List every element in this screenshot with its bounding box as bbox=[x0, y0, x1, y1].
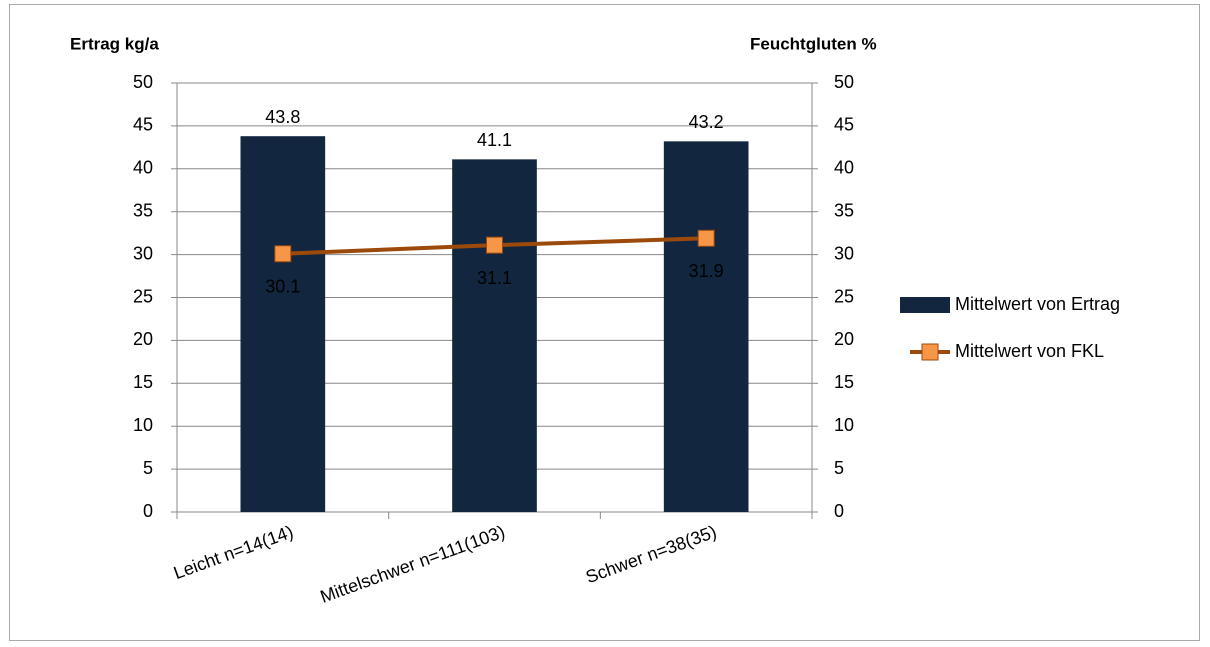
y-tick-label: 10 bbox=[133, 415, 153, 435]
bar-value-label: 43.2 bbox=[689, 112, 724, 132]
y2-tick-label: 25 bbox=[834, 286, 854, 306]
line-marker bbox=[697, 229, 715, 247]
y-tick-label: 0 bbox=[143, 501, 153, 521]
y-tick-label: 30 bbox=[133, 243, 153, 263]
y2-tick-label: 10 bbox=[834, 415, 854, 435]
legend-label: Mittelwert von Ertrag bbox=[955, 294, 1120, 314]
y2-tick-label: 45 bbox=[834, 115, 854, 135]
y-tick-label: 25 bbox=[133, 286, 153, 306]
bar-value-label: 41.1 bbox=[477, 130, 512, 150]
bar-value-label: 43.8 bbox=[265, 107, 300, 127]
line-value-label: 31.1 bbox=[477, 268, 512, 288]
line-marker bbox=[486, 236, 503, 254]
y2-tick-label: 50 bbox=[834, 72, 854, 92]
bar bbox=[663, 141, 749, 512]
bar bbox=[240, 136, 326, 513]
line-marker bbox=[274, 245, 292, 263]
y2-tick-label: 30 bbox=[834, 243, 854, 263]
legend-label: Mittelwert von FKL bbox=[955, 341, 1104, 361]
y-tick-label: 15 bbox=[133, 372, 153, 392]
y-axis-title: Ertrag kg/a bbox=[70, 34, 159, 53]
legend-swatch bbox=[900, 297, 950, 313]
y2-tick-label: 35 bbox=[834, 200, 854, 220]
y-tick-label: 50 bbox=[133, 72, 153, 92]
y2-tick-label: 5 bbox=[834, 458, 844, 478]
legend-marker bbox=[921, 343, 939, 361]
chart-frame bbox=[9, 4, 1200, 641]
bar bbox=[452, 159, 537, 512]
y2-tick-label: 0 bbox=[834, 501, 844, 521]
y2-tick-label: 15 bbox=[834, 372, 854, 392]
y-tick-label: 40 bbox=[133, 158, 153, 178]
y-tick-label: 20 bbox=[133, 329, 153, 349]
y-tick-label: 35 bbox=[133, 200, 153, 220]
line-value-label: 31.9 bbox=[689, 261, 724, 281]
y2-tick-label: 20 bbox=[834, 329, 854, 349]
y-tick-label: 5 bbox=[143, 458, 153, 478]
y2-tick-label: 40 bbox=[834, 158, 854, 178]
line-value-label: 30.1 bbox=[265, 276, 300, 296]
y-tick-label: 45 bbox=[133, 115, 153, 135]
y2-axis-title: Feuchtgluten % bbox=[750, 34, 877, 53]
